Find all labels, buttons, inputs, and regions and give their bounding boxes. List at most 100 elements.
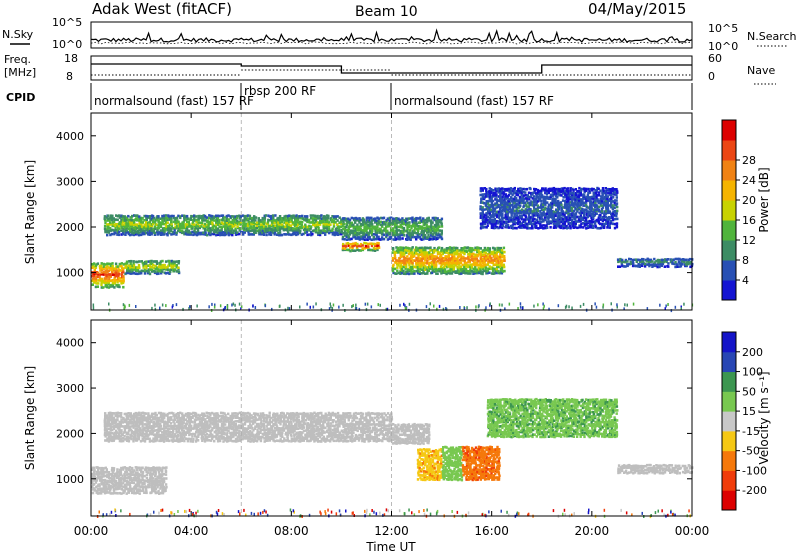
- noise-cell: [459, 306, 461, 309]
- scatter-cell: [345, 217, 348, 221]
- scatter-cell: [454, 259, 457, 262]
- scatter-cell: [142, 226, 146, 230]
- scatter-cell: [518, 222, 522, 226]
- scatter-cell: [622, 265, 625, 268]
- scatter-cell: [338, 221, 341, 225]
- scatter-cell: [214, 226, 217, 230]
- scatter-cell: [441, 252, 444, 256]
- scatter-cell: [547, 222, 550, 226]
- scatter-cell: [109, 479, 112, 483]
- scatter-cell: [132, 219, 136, 222]
- noise-cell: [252, 304, 254, 308]
- scatter-cell: [254, 219, 257, 222]
- scatter-cell: [286, 224, 289, 228]
- scatter-cell: [602, 189, 605, 193]
- scatter-cell: [435, 269, 438, 273]
- scatter-cell: [556, 209, 560, 213]
- scatter-cell: [483, 249, 486, 252]
- scatter-cell: [499, 203, 503, 207]
- scatter-cell: [327, 214, 330, 218]
- scatter-cell: [588, 189, 591, 192]
- scatter-cell: [110, 270, 114, 274]
- scatter-cell: [261, 231, 264, 234]
- scatter-cell: [320, 229, 323, 232]
- noise-cell: [232, 302, 235, 306]
- scatter-cell: [140, 466, 143, 470]
- scatter-cell: [485, 214, 488, 217]
- scatter-cell: [136, 479, 140, 483]
- scatter-cell: [118, 478, 121, 482]
- scatter-cell: [191, 227, 194, 230]
- scatter-cell: [586, 210, 590, 213]
- scatter-cell: [122, 219, 125, 222]
- scatter-cell: [363, 229, 366, 233]
- scatter-cell: [498, 257, 502, 261]
- scatter-cell: [360, 235, 363, 238]
- scatter-cell: [127, 225, 130, 228]
- scatter-cell: [134, 214, 137, 217]
- scatter-cell: [353, 235, 357, 239]
- scatter-cell: [501, 195, 504, 198]
- scatter-cell: [365, 231, 369, 234]
- scatter-cell: [474, 265, 477, 269]
- scatter-cell: [490, 250, 493, 254]
- scatter-cell: [311, 217, 314, 220]
- scatter-cell: [162, 233, 165, 236]
- scatter-cell: [170, 222, 173, 226]
- scatter-cell: [617, 260, 620, 264]
- scatter-cell: [597, 208, 601, 212]
- scatter-cell: [542, 195, 545, 199]
- scatter-cell: [397, 259, 400, 262]
- scatter-cell: [558, 218, 561, 221]
- scatter-cell: [166, 218, 169, 221]
- scatter-cell: [596, 206, 599, 209]
- scatter-cell: [515, 205, 518, 209]
- scatter-cell: [407, 252, 411, 256]
- scatter-cell: [116, 435, 119, 438]
- scatter-cell: [526, 194, 529, 197]
- scatter-cell: [470, 249, 473, 252]
- scatter-cell: [523, 218, 527, 222]
- scatter-cell: [486, 212, 490, 215]
- scatter-cell: [125, 231, 128, 234]
- scatter-cell: [457, 270, 461, 273]
- scatter-cell: [555, 210, 558, 213]
- scatter-cell: [197, 217, 200, 220]
- scatter-cell: [161, 485, 164, 489]
- scatter-cell: [429, 255, 432, 258]
- scatter-cell: [558, 191, 561, 194]
- scatter-cell: [159, 483, 163, 486]
- scatter-cell: [554, 214, 557, 218]
- scatter-cell: [113, 477, 116, 480]
- scatter-cell: [177, 227, 180, 230]
- scatter-cell: [536, 193, 539, 196]
- scatter-cell: [674, 265, 677, 269]
- scatter-cell: [440, 272, 443, 275]
- scatter-cell: [234, 229, 238, 233]
- scatter-cell: [128, 229, 132, 232]
- scatter-cell: [252, 218, 255, 222]
- scatter-cell: [395, 263, 399, 266]
- scatter-cell: [440, 229, 443, 233]
- scatter-cell: [399, 272, 402, 275]
- scatter-cell: [461, 268, 464, 271]
- scatter-cell: [402, 258, 406, 262]
- scatter-cell: [517, 189, 520, 192]
- scatter-cell: [207, 225, 210, 228]
- scatter-cell: [416, 267, 420, 270]
- scatter-cell: [449, 251, 452, 254]
- scatter-cell: [113, 267, 116, 270]
- scatter-cell: [132, 226, 135, 230]
- scatter-cell: [417, 253, 420, 256]
- noise-cell: [557, 304, 560, 308]
- scatter-cell: [563, 226, 566, 229]
- scatter-cell: [413, 221, 416, 224]
- scatter-cell: [118, 285, 121, 289]
- scatter-cell: [507, 194, 511, 197]
- scatter-cell: [509, 187, 513, 190]
- scatter-cell: [590, 205, 593, 208]
- scatter-cell: [405, 260, 409, 264]
- scatter-cell: [389, 227, 393, 230]
- scatter-cell: [120, 233, 123, 236]
- scatter-cell: [258, 227, 261, 231]
